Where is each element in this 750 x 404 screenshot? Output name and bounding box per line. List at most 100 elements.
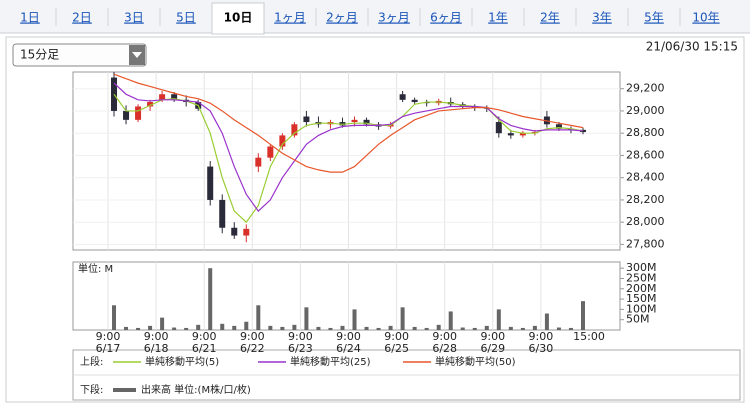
tab[interactable]: 3年 [592, 11, 612, 25]
candle-body [291, 124, 298, 136]
tab[interactable]: 2日 [72, 11, 92, 25]
volume-bar [364, 326, 369, 330]
x-time-label: 9:00 [432, 330, 457, 343]
volume-bar [520, 327, 525, 330]
x-date-label: 6/22 [240, 342, 265, 355]
x-time-label: 9:00 [336, 330, 361, 343]
tab[interactable]: 5日 [176, 11, 196, 25]
volume-bar [556, 327, 561, 330]
y-tick-label: 200M [626, 282, 657, 295]
volume-bar [136, 327, 141, 330]
volume-bar [436, 324, 441, 330]
volume-bar [220, 323, 225, 330]
x-time-label: 9:00 [96, 330, 121, 343]
tab[interactable]: 3日 [124, 11, 144, 25]
legend-entry: 単純移動平均(5) [145, 355, 219, 368]
volume-bar [268, 325, 273, 330]
volume-bar [448, 311, 453, 330]
x-time-label: 15:00 [573, 330, 605, 343]
x-date-label: 6/17 [96, 342, 121, 355]
volume-bar [388, 325, 393, 330]
y-tick-label: 300M [626, 261, 657, 274]
candle-body [219, 199, 226, 228]
volume-bar [352, 309, 357, 330]
volume-bar [400, 307, 405, 330]
candle-body [303, 116, 310, 123]
x-date-label: 6/25 [384, 342, 409, 355]
interval-label[interactable]: 15分足 [20, 48, 59, 62]
legend-label: 下段: [80, 383, 103, 396]
x-time-label: 9:00 [480, 330, 505, 343]
tab[interactable]: 6ヶ月 [430, 11, 462, 25]
tab[interactable]: 2ヶ月 [326, 11, 358, 25]
tab[interactable]: 1日 [20, 11, 40, 25]
volume-bar [376, 327, 381, 330]
volume-bar [172, 327, 177, 330]
x-date-label: 6/21 [192, 342, 217, 355]
volume-bar [112, 305, 117, 330]
volume-bar [196, 324, 201, 330]
y-tick-label: 28,800 [626, 126, 665, 139]
select-arrow[interactable] [132, 52, 142, 58]
y-tick-label: 28,200 [626, 193, 665, 206]
x-date-label: 6/30 [529, 342, 554, 355]
x-date-label: 6/29 [480, 342, 505, 355]
volume-bar [244, 321, 249, 330]
y-tick-label: 28,600 [626, 148, 665, 161]
moving-average-line [113, 73, 584, 173]
volume-bar [460, 327, 465, 330]
moving-average-line [113, 82, 584, 212]
y-tick-label: 27,800 [626, 237, 665, 250]
candle-body [555, 124, 562, 129]
volume-bar [568, 327, 573, 330]
y-tick-label: 28,000 [626, 215, 665, 228]
x-time-label: 9:00 [288, 330, 313, 343]
tab[interactable]: 5年 [644, 11, 664, 25]
y-tick-label: 29,200 [626, 82, 665, 95]
volume-bar [532, 325, 537, 330]
tab[interactable]: 1ヶ月 [274, 11, 306, 25]
tab[interactable]: 2年 [540, 11, 560, 25]
x-date-label: 6/28 [432, 342, 457, 355]
volume-bar [292, 324, 297, 330]
tab[interactable]: 10年 [692, 11, 719, 25]
volume-bar [160, 317, 165, 330]
volume-bar [424, 327, 429, 330]
candle-body [399, 94, 406, 100]
y-tick-label: 28,400 [626, 171, 665, 184]
candle-body [363, 119, 370, 125]
candle-body [507, 133, 514, 136]
candle-body [243, 228, 250, 236]
legend-entry: 単純移動平均(50) [435, 355, 516, 368]
volume-bar [256, 305, 261, 330]
moving-average-line [113, 93, 584, 224]
volume-bar [340, 325, 345, 330]
volume-bar [328, 327, 333, 330]
x-time-label: 9:00 [384, 330, 409, 343]
volume-panel [72, 261, 621, 331]
volume-bar [208, 268, 213, 330]
interval-select[interactable] [12, 43, 147, 67]
legend-entry: 単純移動平均(25) [290, 355, 371, 368]
volume-bar [184, 327, 189, 330]
tab[interactable]: 10日 [224, 11, 253, 25]
tab-active-bg[interactable] [211, 2, 265, 35]
volume-bar [484, 325, 489, 330]
x-date-label: 6/18 [144, 342, 169, 355]
candle-body [171, 94, 178, 100]
volume-bar [508, 326, 513, 330]
tab[interactable]: 1年 [488, 11, 508, 25]
candle-body [231, 227, 238, 236]
volume-bar [280, 326, 285, 330]
volume-bar [412, 326, 417, 330]
candle-body [279, 135, 286, 147]
tab[interactable]: 3ヶ月 [378, 11, 410, 25]
volume-bar [496, 309, 501, 330]
y-tick-label: 100M [626, 302, 657, 315]
y-tick-label: 250M [626, 271, 657, 284]
candle-body [351, 119, 358, 123]
x-time-label: 9:00 [529, 330, 554, 343]
price-panel [72, 71, 621, 251]
legend-entry: 出来高 単位:(M株/口/枚) [141, 383, 251, 396]
